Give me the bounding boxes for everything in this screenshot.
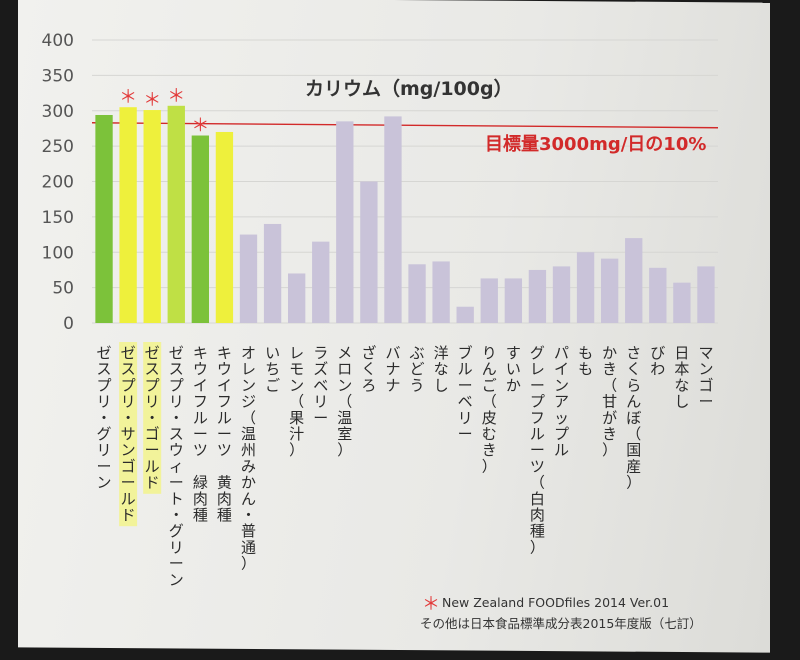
bar bbox=[287, 273, 306, 323]
bar bbox=[263, 223, 282, 323]
category-label: いちご bbox=[265, 344, 280, 394]
category-label: ゼスプリ・ゴールド bbox=[145, 344, 160, 492]
bar bbox=[384, 116, 402, 323]
y-tick-label: 50 bbox=[52, 279, 74, 299]
category-label: ラズベリー bbox=[313, 344, 328, 427]
y-tick-label: 400 bbox=[42, 31, 74, 51]
category-label: もも bbox=[578, 344, 593, 378]
category-label: グレープフルーツ（白肉種） bbox=[530, 344, 545, 556]
bar bbox=[552, 266, 571, 323]
source-note-2: その他は日本食品標準成分表2015年度版（七訂） bbox=[420, 616, 702, 631]
category-label: キウイフルーツ 緑肉種 bbox=[193, 344, 208, 524]
bar bbox=[649, 267, 667, 323]
bar bbox=[239, 234, 258, 323]
bar-star: ＊ bbox=[191, 116, 209, 137]
source-star-marker: ＊ bbox=[422, 594, 440, 615]
y-tick-label: 150 bbox=[42, 208, 74, 228]
y-tick-label: 200 bbox=[42, 173, 74, 193]
chart-title: カリウム（mg/100g） bbox=[305, 77, 513, 100]
category-label-highlight bbox=[119, 342, 138, 527]
category-label: メロン（温室） bbox=[337, 344, 352, 459]
bar bbox=[215, 131, 234, 323]
bar bbox=[336, 121, 354, 323]
category-label: ぶどう bbox=[410, 344, 425, 394]
bar bbox=[191, 135, 210, 323]
bar bbox=[408, 264, 426, 323]
category-label: キウイフルーツ 黄肉種 bbox=[217, 344, 232, 524]
category-label: ゼスプリ・スウィート・グリーン bbox=[169, 344, 184, 589]
category-label: りんご（皮むき） bbox=[482, 344, 497, 475]
category-label: オレンジ（温州みかん・普通） bbox=[241, 344, 256, 573]
category-label: レモン（果汁） bbox=[289, 344, 304, 459]
category-label: ざくろ bbox=[361, 344, 376, 394]
category-label: びわ bbox=[650, 344, 665, 378]
bar bbox=[312, 241, 330, 323]
y-axis-ticks: 0 50 100 150 200 250 300 350 400 bbox=[42, 31, 74, 334]
category-label: ゼスプリ・サンゴールド bbox=[121, 344, 136, 524]
category-label: 洋なし bbox=[434, 344, 449, 394]
bar bbox=[360, 181, 378, 323]
y-tick-label: 350 bbox=[42, 66, 74, 86]
bar bbox=[576, 252, 595, 323]
y-tick-label: 0 bbox=[63, 314, 74, 334]
category-label-highlight bbox=[143, 342, 162, 494]
category-label: マンゴー bbox=[698, 344, 713, 411]
bar bbox=[600, 258, 619, 323]
bar bbox=[528, 269, 547, 323]
bar bbox=[143, 110, 161, 323]
category-label: ブルーベリー bbox=[458, 344, 473, 443]
bar bbox=[95, 114, 113, 324]
bar bbox=[432, 261, 450, 323]
bar bbox=[119, 107, 137, 324]
category-label: バナナ bbox=[385, 344, 400, 394]
bar bbox=[697, 266, 715, 323]
bar bbox=[167, 105, 185, 323]
bar-star: ＊ bbox=[167, 86, 185, 107]
category-label: パインアップル bbox=[554, 344, 569, 459]
bar-star: ＊ bbox=[119, 87, 137, 108]
source-note-1: New Zealand FOODfiles 2014 Ver.01 bbox=[442, 595, 669, 610]
bar bbox=[625, 238, 643, 323]
target-line bbox=[91, 122, 719, 129]
bars bbox=[95, 105, 715, 324]
category-label: さくらんぼ（国産） bbox=[626, 344, 641, 492]
bar bbox=[673, 282, 691, 323]
category-label: 日本なし bbox=[674, 344, 689, 411]
y-tick-label: 300 bbox=[42, 102, 74, 122]
y-tick-label: 100 bbox=[42, 243, 74, 263]
category-label: かき（甘がき） bbox=[602, 344, 617, 459]
y-tick-label: 250 bbox=[42, 137, 74, 157]
category-label: すいか bbox=[506, 344, 521, 394]
bar bbox=[480, 278, 498, 323]
bar bbox=[504, 278, 523, 323]
category-labels: ゼスプリ・グリーンゼスプリ・サンゴールドゼスプリ・ゴールドゼスプリ・スウィート・… bbox=[97, 342, 713, 589]
target-label: 目標量3000mg/日の10% bbox=[485, 133, 706, 155]
source-stars: ＊ ＊ ＊ ＊ bbox=[119, 86, 209, 137]
bar bbox=[456, 306, 474, 323]
category-label: ゼスプリ・グリーン bbox=[97, 344, 112, 492]
bar-star: ＊ bbox=[143, 90, 161, 111]
